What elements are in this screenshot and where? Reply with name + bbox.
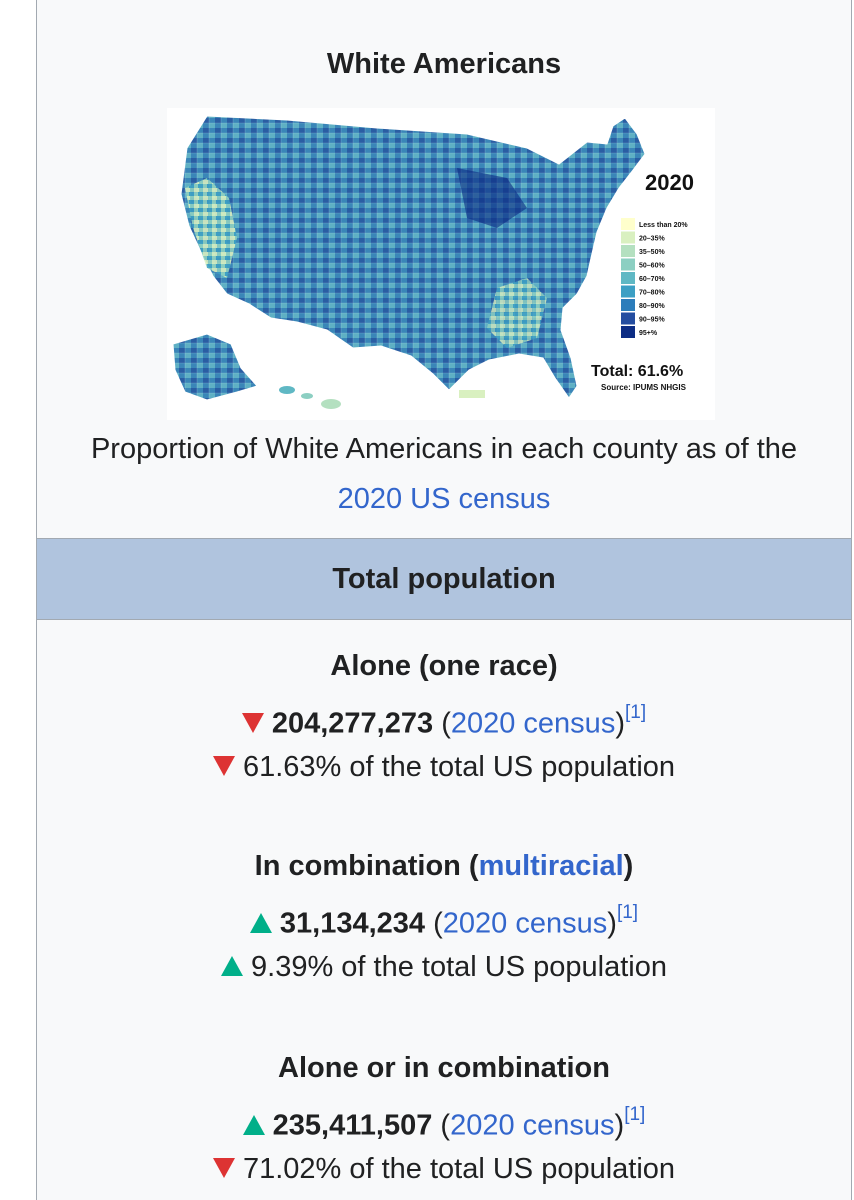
population-count: 204,277,273: [271, 707, 434, 740]
census-source-link[interactable]: 2020 census: [450, 707, 616, 740]
group-count-line: 204,277,273 (2020 census)[1]: [37, 692, 851, 742]
legend-swatch: [621, 272, 635, 284]
census-2020-link[interactable]: 2020 US census: [337, 483, 551, 515]
legend-label: 60–70%: [639, 276, 665, 283]
infobox-title: White Americans: [326, 48, 562, 80]
population-percent: 71.02% of the total US population: [242, 1153, 676, 1185]
group-percent-line: 61.63% of the total US population: [37, 742, 851, 792]
reference-link[interactable]: [1]: [625, 702, 647, 723]
legend-swatch: [621, 231, 635, 244]
legend-label: 50–60%: [639, 263, 665, 270]
population-count: 235,411,507: [272, 1109, 433, 1142]
infobox: White Americans: [36, 0, 852, 1200]
group-percent-line: 71.02% of the total US population: [37, 1144, 851, 1194]
group-label: In combination (multiracial): [254, 850, 634, 882]
decrease-triangle-icon: [212, 756, 235, 777]
group-label: Alone (one race): [330, 650, 558, 682]
legend-swatch: [621, 299, 635, 311]
legend-label: 70–80%: [639, 290, 665, 297]
legend-label: 90–95%: [639, 317, 665, 324]
increase-triangle-icon: [242, 1115, 265, 1135]
legend-swatch: [621, 326, 635, 338]
legend-label: 80–90%: [639, 303, 665, 310]
population-group: In combination (multiracial) 31,134,234 (…: [37, 840, 851, 992]
hawaii-shape: [279, 386, 341, 409]
multiracial-link[interactable]: multiracial: [478, 850, 624, 882]
legend-label: 95+%: [639, 330, 658, 337]
county-map-image[interactable]: 2020 Less than 20% 20–35% 35–50% 50–60% 60–7…: [167, 108, 715, 420]
population-group: Alone (one race) 204,277,273 (2020 census…: [37, 640, 851, 792]
alaska-shape: [172, 333, 258, 401]
group-label: Alone or in combination: [278, 1052, 610, 1084]
map-year-label: 2020: [645, 170, 694, 195]
contiguous-us-shape: [180, 115, 646, 399]
population-count: 31,134,234: [279, 907, 426, 940]
population-percent: 61.63% of the total US population: [242, 751, 676, 783]
legend-swatch: [621, 245, 635, 257]
legend-swatch: [621, 258, 635, 271]
us-county-map-svg: 2020 Less than 20% 20–35% 35–50% 50–60% 60–7…: [172, 115, 694, 409]
legend-swatch: [621, 312, 635, 325]
map-source-label: Source: IPUMS NHGIS: [601, 383, 687, 392]
decrease-triangle-icon: [212, 1158, 235, 1179]
population-group: Alone or in combination 235,411,507 (2020…: [37, 1042, 851, 1194]
increase-triangle-icon: [249, 913, 272, 933]
reference-link[interactable]: [1]: [616, 902, 639, 923]
legend-label: Less than 20%: [639, 222, 688, 229]
census-source-link[interactable]: 2020 census: [442, 907, 608, 940]
section-header-total-population: Total population: [37, 538, 851, 620]
legend-label: 35–50%: [639, 249, 665, 256]
decrease-triangle-icon: [241, 713, 264, 733]
census-source-link[interactable]: 2020 census: [450, 1109, 615, 1142]
increase-triangle-icon: [221, 956, 244, 977]
legend-label: 20–35%: [639, 236, 665, 243]
legend-swatch: [621, 285, 635, 298]
population-percent: 9.39% of the total US population: [251, 951, 667, 983]
legend-swatch: [621, 218, 635, 230]
group-percent-line: 9.39% of the total US population: [37, 942, 851, 992]
group-count-line: 235,411,507 (2020 census)[1]: [37, 1094, 851, 1144]
reference-link[interactable]: [1]: [624, 1104, 646, 1125]
group-count-line: 31,134,234 (2020 census)[1]: [37, 892, 851, 942]
puerto-rico-shape: [459, 390, 485, 398]
caption-text: Proportion of White Americans in each co…: [90, 433, 798, 465]
map-total-label: Total: 61.6%: [591, 363, 683, 380]
map-legend: Less than 20% 20–35% 35–50% 50–60% 60–70% 70–…: [621, 218, 688, 338]
map-caption: Proportion of White Americans in each co…: [57, 424, 831, 524]
